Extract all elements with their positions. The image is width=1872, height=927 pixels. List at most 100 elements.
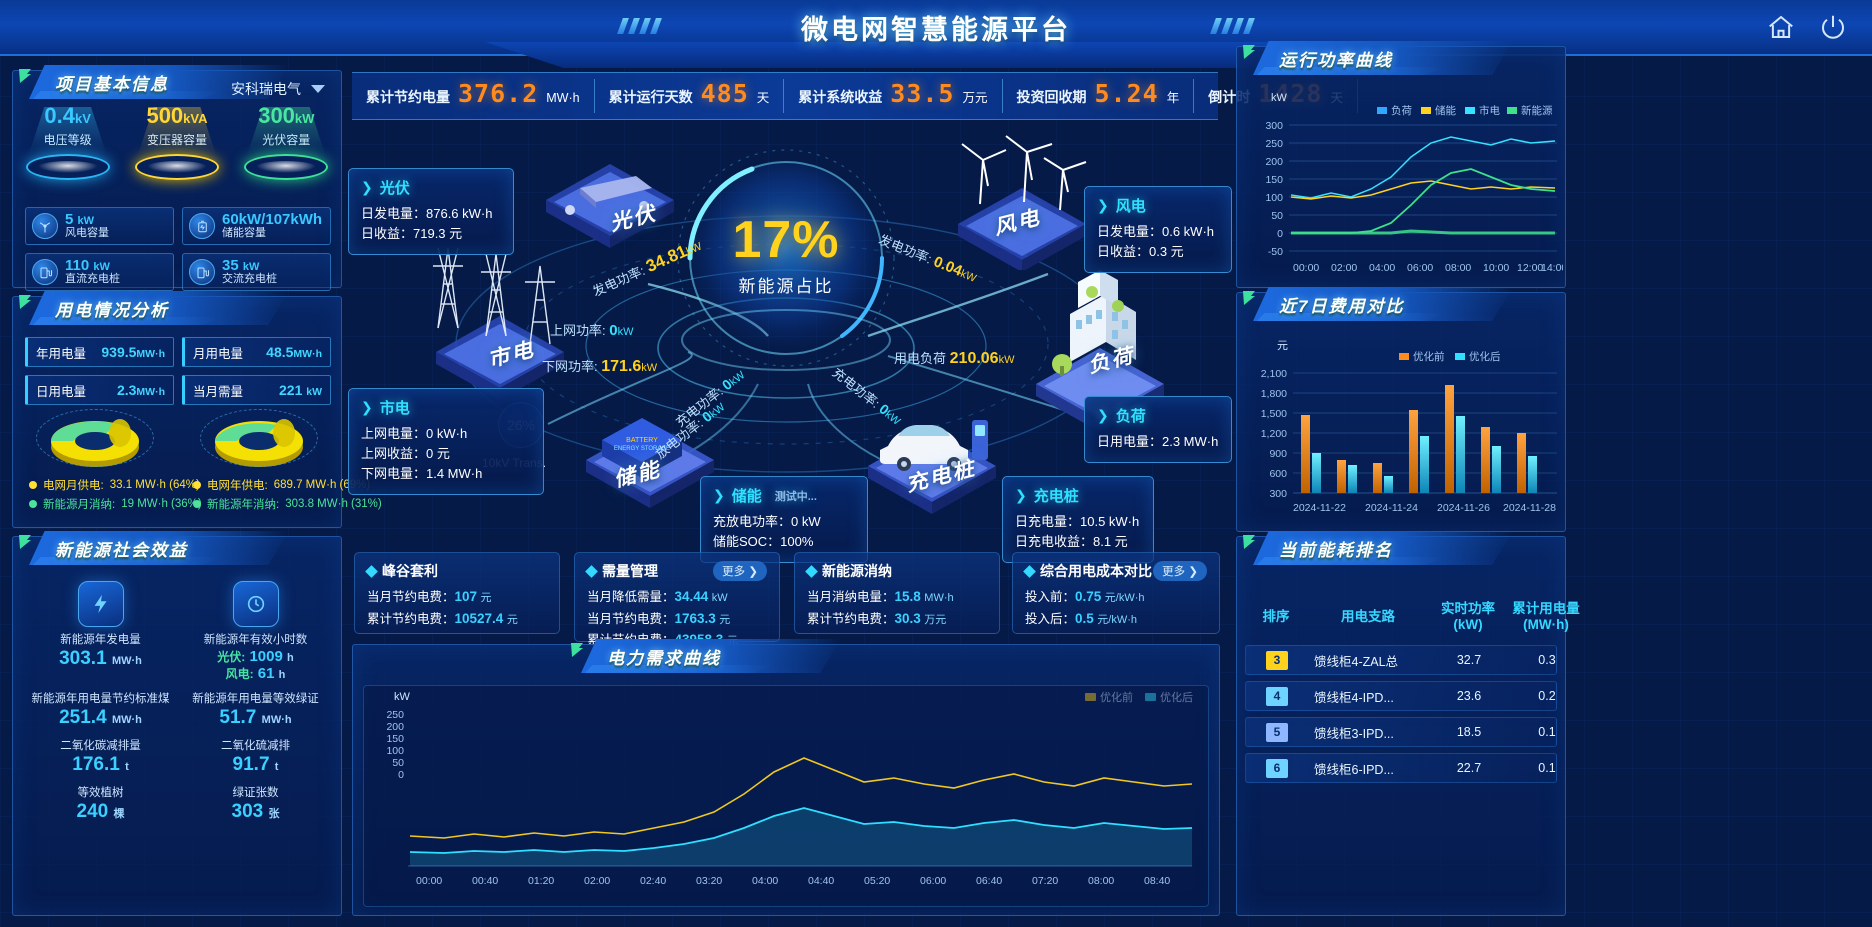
- benefit-so2-reduction: 二氧化硫减排 91.7 t: [178, 739, 333, 776]
- kpi-value: 485: [700, 79, 749, 108]
- kpi-label: 累计节约电量: [366, 89, 450, 105]
- capacity-value: 35: [222, 257, 239, 275]
- capacity-label: 风电容量: [65, 227, 109, 240]
- svg-text:00:00: 00:00: [1293, 262, 1319, 274]
- infobox-row: 日收益：719.3 元: [361, 226, 463, 242]
- infobox-wind: ❯ 风电 日发电量：0.6 kW·h 日收益：0.3 元: [1084, 186, 1232, 274]
- panel-header: 电力需求曲线: [563, 639, 841, 673]
- benefit-value: 303: [231, 800, 264, 822]
- svg-text:50: 50: [392, 757, 404, 769]
- capacity-label: 交流充电桩: [222, 273, 277, 286]
- charger-icon: [189, 259, 215, 285]
- flow-grid-export: 上网功率: 0kW: [550, 320, 633, 339]
- capacity-card-wind[interactable]: 5 kW 风电容量: [25, 207, 174, 245]
- app-header: 微电网智慧能源平台: [0, 0, 1872, 56]
- kpi-label: 累计运行天数: [608, 89, 693, 105]
- svg-text:储能: 储能: [1435, 104, 1457, 117]
- kpi-item: 累计系统收益 33.5 万元: [784, 79, 1003, 113]
- kpi-unit: 万元: [962, 91, 988, 105]
- card-row-label: 投入后：: [1025, 611, 1076, 626]
- flag-icon: [571, 643, 583, 657]
- capacity-card-dc-charger[interactable]: 110 kW 直流充电桩: [25, 253, 174, 291]
- flow-unit: kW: [617, 326, 634, 338]
- svg-text:100: 100: [386, 745, 404, 757]
- diamond-icon: [1023, 564, 1036, 578]
- svg-text:08:00: 08:00: [1445, 262, 1471, 274]
- svg-text:新能源: 新能源: [1521, 104, 1553, 117]
- project-selector[interactable]: 安科瑞电气: [231, 79, 325, 99]
- card-row-value: 30.3: [894, 610, 921, 626]
- kpi-strip: 累计节约电量 376.2 MW·h 累计运行天数 485 天 累计系统收益 33…: [352, 72, 1358, 120]
- legend-item: 电网月供电: 33.1 MW·h (64%): [29, 477, 200, 493]
- fee-y-unit: 元: [1277, 340, 1288, 352]
- panel-social-benefit: 新能源社会效益 新能源年发电量 303.1 MW·h 新能源年有效小时数 光伏:…: [12, 531, 342, 916]
- svg-text:0: 0: [1277, 228, 1283, 240]
- svg-text:04:40: 04:40: [808, 875, 834, 887]
- column-power: 实时功率 (kW): [1441, 601, 1495, 632]
- benefit-effective-hours: 新能源年有效小时数 光伏: 1009 h 风电: 61 h: [178, 581, 333, 682]
- project-selector-value: 安科瑞电气: [231, 81, 301, 97]
- svg-text:250: 250: [386, 709, 404, 721]
- rank-badge: 4: [1246, 686, 1308, 706]
- card-renewable-consumption: 新能源消纳 当月消纳电量：15.8 MW·h 累计节约电费：30.3 万元: [794, 552, 1000, 634]
- chevron-down-icon[interactable]: [311, 85, 325, 93]
- kpi-label: 累计系统收益: [798, 89, 883, 105]
- total-energy: 0.2: [1538, 689, 1556, 703]
- card-row-unit: 元: [480, 592, 492, 604]
- capacity-unit: kW: [77, 215, 95, 228]
- header-decor-left: [617, 18, 662, 34]
- kpi-unit: 天: [756, 91, 770, 105]
- svg-text:08:00: 08:00: [1088, 875, 1114, 887]
- gauge-unit: kVA: [183, 111, 208, 126]
- power-y-unit: kW: [1271, 92, 1288, 104]
- home-icon[interactable]: [1766, 12, 1796, 42]
- metric-label: 日用电量: [36, 384, 87, 399]
- table-row[interactable]: 4 馈线柜4-IPD... 23.6 0.2: [1245, 681, 1557, 711]
- renewable-share-label: 新能源占比: [738, 277, 834, 296]
- metric-day-usage: 日用电量 2.3MW·h: [25, 375, 174, 405]
- infobox-row: 日发电量：0.6 kW·h: [1097, 224, 1215, 239]
- capacity-value: 60kW/107kWh: [222, 211, 323, 229]
- svg-text:10:00: 10:00: [1483, 262, 1509, 274]
- more-button[interactable]: 更多 ❯: [713, 561, 767, 581]
- table-row[interactable]: 5 馈线柜3-IPD... 18.5 0.1: [1245, 717, 1557, 747]
- legend-month: 电网月供电: 33.1 MW·h (64%) 新能源月消纳: 19 MW·h (…: [13, 477, 202, 515]
- svg-text:12:00: 12:00: [1517, 262, 1543, 274]
- benefit-value: 240: [76, 800, 109, 822]
- benefit-unit: t: [274, 760, 279, 773]
- benefit-unit: t: [125, 760, 129, 773]
- diamond-icon: [365, 564, 378, 578]
- benefit-standard-coal: 新能源年用电量节约标准煤 251.4 MW·h: [23, 692, 178, 729]
- infobox-pv: ❯ 光伏 日发电量：876.6 kW·h 日收益：719.3 元: [348, 168, 514, 256]
- capacity-unit: kW: [242, 261, 260, 274]
- svg-text:1,500: 1,500: [1261, 408, 1287, 420]
- usage-metrics: 年用电量 939.5MW·h 月用电量 48.5MW·h 日用电量 2.3MW·…: [25, 337, 331, 405]
- panel-title: 运行功率曲线: [1279, 50, 1393, 70]
- svg-text:2024-11-22: 2024-11-22: [1293, 502, 1346, 514]
- infobox-row: 日用电量：2.3 MW·h: [1097, 434, 1219, 449]
- infobox-title: 储能: [731, 488, 762, 505]
- flag-icon: [19, 535, 31, 549]
- capacity-card-ac-charger[interactable]: 35 kW 交流充电桩: [182, 253, 331, 291]
- gauge-disc: [25, 154, 110, 180]
- bolt-icon: [77, 581, 124, 627]
- total-energy: 0.3: [1538, 653, 1556, 667]
- power-icon[interactable]: [1818, 12, 1848, 42]
- infobox-row: 日充电量：10.5 kW·h: [1015, 514, 1140, 529]
- svg-text:04:00: 04:00: [752, 875, 778, 887]
- gauge-label: 电压等级: [43, 133, 92, 147]
- table-row[interactable]: 6 馈线柜6-IPD... 22.7 0.1: [1245, 753, 1557, 783]
- svg-text:14:00: 14:00: [1541, 262, 1563, 274]
- table-row[interactable]: 3 馈线柜4-ZAL总 32.7 0.3: [1245, 645, 1557, 675]
- capacity-card-storage[interactable]: 60kW/107kWh 储能容量: [182, 207, 331, 245]
- ranking-table-header: 排序 用电支路 实时功率 (kW) 累计用电量 (MW·h): [1245, 595, 1580, 639]
- branch-name: 馈线柜6-IPD...: [1314, 762, 1394, 777]
- card-row-unit: 元/kW·h: [1097, 613, 1138, 626]
- card-row-label: 当月节约电费：: [367, 590, 455, 604]
- more-button[interactable]: 更多 ❯: [1153, 561, 1207, 581]
- legend-value: 19 MW·h (36%): [121, 498, 202, 510]
- card-title: 新能源消纳: [822, 563, 892, 579]
- renewable-share-value: 17%: [732, 211, 840, 269]
- gauge-value: 0.4: [44, 103, 75, 128]
- capacity-label: 直流充电桩: [65, 273, 120, 286]
